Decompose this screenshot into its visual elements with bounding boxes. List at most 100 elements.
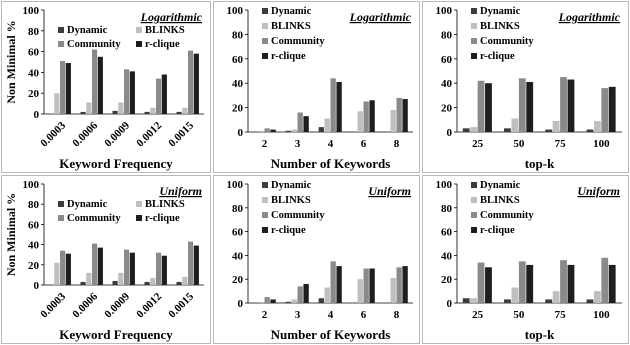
- y-tick-label: 80: [28, 26, 40, 38]
- bar-r-clique-4: [161, 74, 167, 114]
- legend-swatch-dynamic: [58, 201, 64, 207]
- bar-dynamic-3: [318, 298, 324, 303]
- x-tick-label: 0.0003: [38, 119, 68, 149]
- bar-dynamic-3: [112, 110, 118, 114]
- x-tick-label: 0.0003: [38, 290, 68, 320]
- legend-swatch-r-clique: [262, 53, 268, 59]
- bar-community-4: [601, 257, 609, 303]
- x-axis-label: top-k: [525, 327, 555, 342]
- bar-blinks-3: [324, 287, 330, 303]
- y-axis-label: Non Minimal %: [4, 193, 18, 276]
- y-tick-label: 80: [441, 203, 453, 215]
- bar-r-clique-4: [369, 268, 375, 303]
- x-tick-label: 8: [394, 138, 400, 150]
- legend-label: Community: [67, 39, 121, 50]
- bar-r-clique-1: [270, 299, 276, 303]
- bar-r-clique-5: [402, 99, 408, 132]
- bar-dynamic-2: [80, 281, 86, 285]
- bar-community-2: [297, 286, 303, 303]
- chart-title: Logarithmic: [558, 10, 621, 24]
- x-tick-label: 100: [593, 309, 610, 321]
- legend-swatch-r-clique: [136, 215, 142, 221]
- bar-dynamic-2: [504, 128, 511, 132]
- chart-title: Uniform: [159, 184, 202, 198]
- legend-swatch-blinks: [136, 27, 142, 33]
- bar-blinks-3: [118, 272, 124, 285]
- y-tick-label: 0: [447, 127, 453, 139]
- bar-community-2: [518, 261, 526, 303]
- x-tick-label: 0.0015: [166, 290, 196, 320]
- bar-blinks-2: [291, 299, 297, 303]
- legend-label: Community: [480, 36, 534, 47]
- x-tick-label: 75: [555, 138, 567, 150]
- bar-r-clique-3: [336, 266, 342, 303]
- x-tick-label: 50: [513, 309, 525, 321]
- y-tick-label: 60: [441, 227, 453, 239]
- bar-community-3: [330, 261, 336, 303]
- y-tick-label: 0: [34, 280, 40, 292]
- y-tick-label: 20: [441, 274, 453, 286]
- x-tick-label: 0.0006: [70, 119, 100, 149]
- y-tick-label: 40: [441, 78, 453, 90]
- bar-r-clique-2: [526, 81, 534, 132]
- bar-r-clique-4: [161, 255, 167, 285]
- x-tick-label: 6: [361, 309, 367, 321]
- legend-swatch-r-clique: [471, 227, 477, 233]
- legend-label: Dynamic: [271, 6, 312, 17]
- bar-blinks-2: [86, 272, 92, 285]
- chart-title: Logarithmic: [349, 10, 412, 24]
- x-tick-label: 0.0009: [102, 119, 132, 149]
- bar-blinks-1: [470, 127, 478, 132]
- y-tick-label: 80: [232, 29, 244, 41]
- y-tick-label: 100: [227, 179, 244, 191]
- bar-community-5: [188, 50, 194, 114]
- bar-blinks-4: [593, 121, 601, 132]
- legend-swatch-dynamic: [58, 27, 64, 33]
- bar-community-1: [60, 250, 66, 285]
- bar-dynamic-2: [504, 299, 511, 303]
- bar-blinks-5: [182, 107, 188, 114]
- bar-dynamic-4: [586, 299, 594, 303]
- bar-blinks-3: [324, 118, 330, 132]
- bar-community-3: [124, 69, 130, 114]
- bar-blinks-4: [357, 111, 363, 132]
- chart-panel-2: 0 20 40 60 80 100 2 3 4 6 8 Number of Keywords Logar…: [213, 1, 420, 173]
- legend-swatch-blinks: [136, 201, 142, 207]
- legend-swatch-community: [471, 212, 477, 218]
- bar-blinks-1: [258, 301, 264, 303]
- bar-blinks-1: [470, 298, 478, 303]
- bar-community-1: [60, 60, 66, 114]
- legend-swatch-r-clique: [136, 41, 142, 47]
- legend-swatch-dynamic: [262, 182, 268, 188]
- bar-dynamic-3: [112, 280, 118, 285]
- x-tick-label: 0.0006: [70, 290, 100, 320]
- bar-dynamic-3: [545, 129, 553, 132]
- bar-r-clique-3: [129, 252, 135, 285]
- x-axis-label: Number of Keywords: [271, 327, 391, 342]
- bar-blinks-2: [86, 102, 92, 114]
- legend-label: Dynamic: [67, 25, 108, 36]
- x-tick-label: 75: [555, 309, 567, 321]
- bar-community-3: [560, 77, 567, 132]
- legend-swatch-dynamic: [262, 8, 268, 14]
- bar-r-clique-1: [485, 83, 492, 132]
- chart-svg: 0 20 40 60 80 100 25 50 75 100 top-k Uniform Dynamic…: [436, 179, 622, 342]
- chart-panel-4: 0 20 40 60 80 100 Non Minimal % 0.0003 0.0006 0.0…: [1, 175, 211, 344]
- bar-community-1: [477, 80, 485, 132]
- bar-blinks-4: [150, 107, 156, 114]
- bar-blinks-3: [552, 121, 560, 132]
- legend-label: Dynamic: [480, 180, 521, 191]
- x-axis-label: Keyword Frequency: [59, 327, 173, 342]
- x-tick-label: 3: [295, 309, 301, 321]
- legend-label: BLINKS: [145, 199, 185, 210]
- chart-title: Logarithmic: [140, 10, 203, 24]
- bar-r-clique-1: [270, 129, 276, 132]
- y-tick-label: 40: [441, 250, 453, 262]
- bar-community-5: [396, 97, 402, 132]
- bar-blinks-4: [357, 279, 363, 303]
- legend-swatch-community: [262, 212, 268, 218]
- legend-swatch-dynamic: [471, 182, 477, 188]
- bar-r-clique-1: [65, 63, 71, 114]
- bar-r-clique-1: [65, 253, 71, 285]
